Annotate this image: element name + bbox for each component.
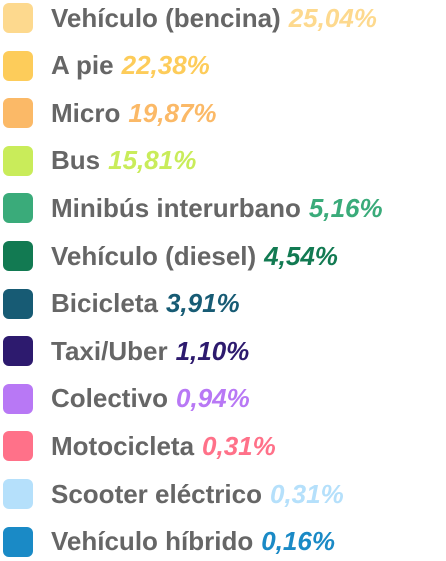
legend-item: Colectivo 0,94%	[0, 382, 250, 416]
legend-item: Minibús interurbano 5,16%	[0, 191, 383, 225]
item-label: Vehículo (diesel)	[51, 240, 257, 271]
item-label: Minibús interurbano	[51, 192, 301, 223]
swatch	[3, 98, 33, 129]
item-value: 22,38%	[121, 50, 210, 81]
item-value: 25,04%	[288, 2, 377, 33]
swatch	[3, 288, 33, 319]
legend-item: Vehículo (bencina) 25,04%	[0, 1, 377, 35]
legend-item: Bicicleta 3,91%	[0, 287, 240, 321]
legend-item: Micro 19,87%	[0, 96, 217, 130]
legend-item: Taxi/Uber 1,10%	[0, 334, 249, 368]
legend-item: A pie 22,38%	[0, 49, 210, 83]
item-value: 15,81%	[108, 145, 197, 176]
swatch	[3, 241, 33, 271]
item-value: 0,16%	[261, 526, 335, 557]
legend-item: Vehículo (diesel) 4,54%	[0, 239, 338, 273]
swatch	[3, 431, 33, 462]
item-value: 4,54%	[264, 240, 338, 271]
legend-item: Bus 15,81%	[0, 144, 196, 178]
item-label: Bicicleta	[51, 288, 158, 319]
item-label: Micro	[51, 97, 121, 128]
legend-item: Motocicleta 0,31%	[0, 429, 276, 463]
item-label: Colectivo	[51, 383, 169, 414]
swatch	[3, 193, 33, 224]
legend-item: Scooter eléctrico 0,31%	[0, 477, 344, 511]
item-value: 0,31%	[269, 478, 344, 509]
legend-item: Vehículo híbrido 0,16%	[0, 525, 335, 559]
swatch	[3, 383, 33, 414]
item-label: Vehículo (bencina)	[51, 2, 281, 33]
item-value: 3,91%	[165, 288, 240, 319]
swatch	[3, 145, 33, 176]
item-value: 19,87%	[128, 97, 217, 128]
swatch	[3, 3, 33, 33]
item-label: Motocicleta	[51, 430, 195, 461]
swatch	[3, 50, 33, 81]
item-label: Vehículo híbrido	[51, 526, 254, 557]
swatch	[3, 526, 33, 557]
item-value: 1,10%	[175, 335, 250, 366]
swatch	[3, 336, 33, 367]
swatch	[3, 479, 33, 509]
item-value: 0,94%	[176, 383, 250, 414]
item-label: Bus	[51, 145, 101, 176]
item-label: Scooter eléctrico	[51, 478, 262, 509]
item-label: A pie	[51, 50, 114, 81]
item-label: Taxi/Uber	[51, 335, 168, 366]
item-value: 0,31%	[202, 430, 276, 461]
item-value: 5,16%	[308, 192, 383, 223]
